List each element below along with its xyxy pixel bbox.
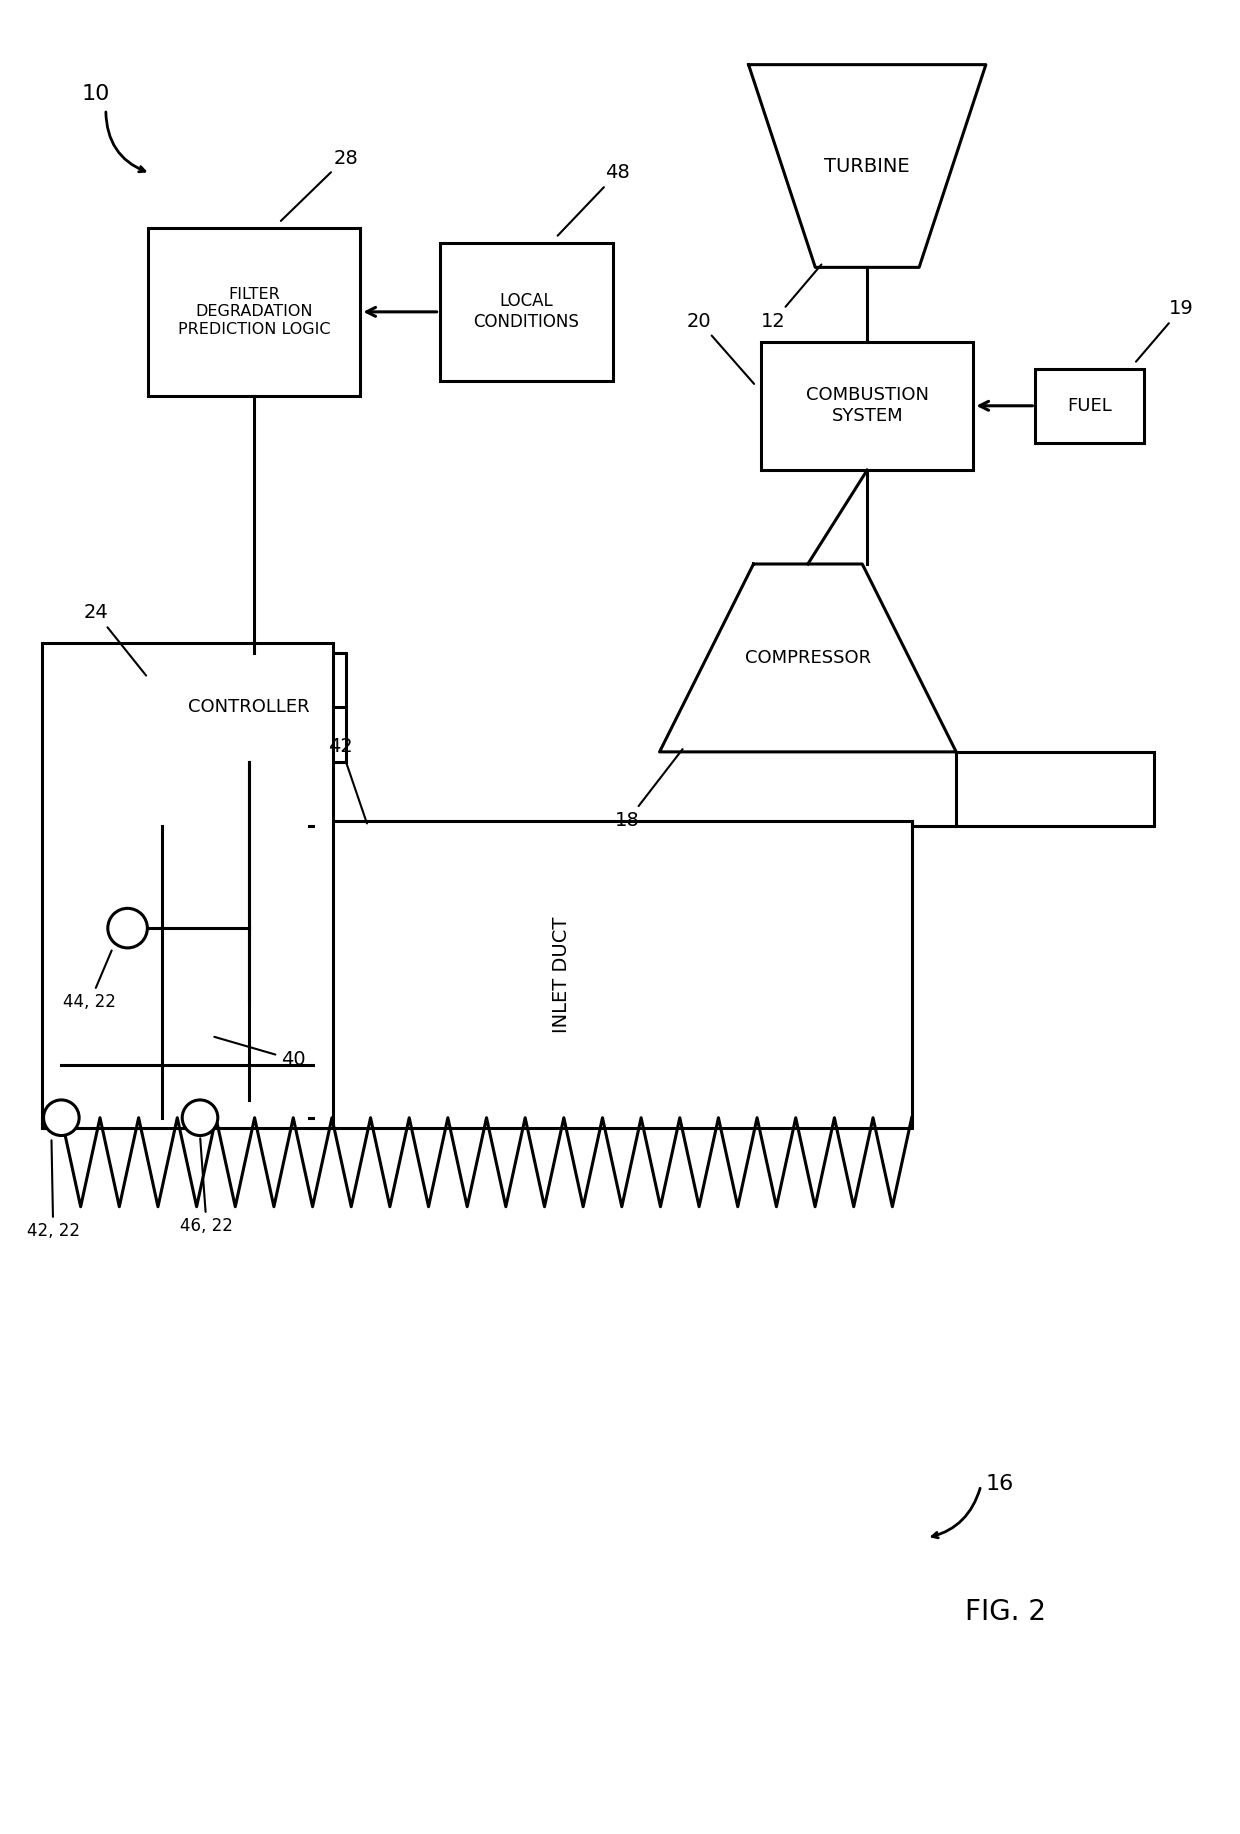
Bar [309,822,911,1128]
Bar [439,242,613,381]
Text: 28: 28 [280,149,358,220]
Text: LOCAL
CONDITIONS: LOCAL CONDITIONS [474,292,579,332]
Polygon shape [660,565,956,752]
Bar [1035,369,1145,442]
Bar [148,227,361,396]
Bar [61,825,314,1117]
Bar [761,341,973,470]
Text: 16: 16 [986,1473,1014,1493]
Text: COMBUSTION
SYSTEM: COMBUSTION SYSTEM [806,387,929,425]
Text: CONTROLLER: CONTROLLER [188,699,310,717]
Text: FUEL: FUEL [1068,396,1112,414]
Circle shape [43,1100,79,1135]
Text: 42, 22: 42, 22 [27,1141,79,1240]
Text: 44, 22: 44, 22 [63,950,117,1011]
Polygon shape [749,64,986,268]
Text: 24: 24 [83,603,146,675]
Text: FILTER
DEGRADATION
PREDICTION LOGIC: FILTER DEGRADATION PREDICTION LOGIC [177,286,330,337]
Text: INLET DUCT: INLET DUCT [552,917,572,1033]
Circle shape [108,908,148,948]
Text: 40: 40 [215,1036,305,1069]
Text: TURBINE: TURBINE [825,156,910,176]
Text: 19: 19 [1136,299,1194,361]
Text: COMPRESSOR: COMPRESSOR [745,649,870,668]
Text: 18: 18 [615,748,682,831]
Text: 20: 20 [687,312,754,383]
Text: FIG. 2: FIG. 2 [965,1597,1047,1627]
Text: 42: 42 [329,737,367,823]
Bar [42,644,334,1128]
Bar [153,653,346,761]
Text: 48: 48 [558,163,630,237]
Bar [956,752,1154,825]
Text: 12: 12 [761,264,821,330]
Text: 46, 22: 46, 22 [180,1139,233,1236]
Text: 10: 10 [81,84,109,105]
Circle shape [182,1100,218,1135]
